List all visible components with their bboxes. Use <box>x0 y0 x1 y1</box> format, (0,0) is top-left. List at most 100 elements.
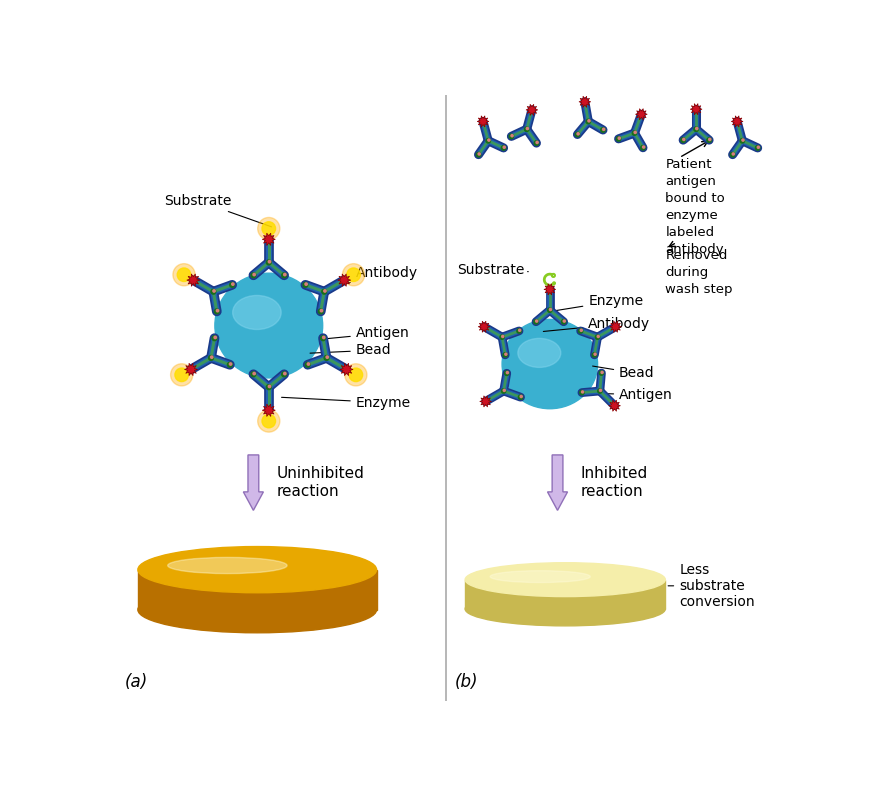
Polygon shape <box>184 363 197 376</box>
Ellipse shape <box>137 547 376 593</box>
Circle shape <box>209 355 213 360</box>
Circle shape <box>501 336 503 337</box>
Circle shape <box>613 325 617 329</box>
Ellipse shape <box>465 563 665 597</box>
Circle shape <box>173 264 195 286</box>
Circle shape <box>177 268 190 281</box>
Circle shape <box>534 141 538 145</box>
Circle shape <box>736 120 738 122</box>
Ellipse shape <box>168 557 287 574</box>
Circle shape <box>618 137 620 139</box>
Text: Enzyme: Enzyme <box>556 294 643 310</box>
Circle shape <box>501 388 505 393</box>
Text: Substrate: Substrate <box>164 194 271 227</box>
Polygon shape <box>337 274 350 286</box>
Circle shape <box>695 128 697 130</box>
Circle shape <box>212 336 216 340</box>
Circle shape <box>502 353 507 357</box>
Circle shape <box>580 329 581 332</box>
Polygon shape <box>340 363 353 376</box>
Polygon shape <box>476 116 488 127</box>
Circle shape <box>326 356 328 359</box>
Circle shape <box>640 113 642 115</box>
Circle shape <box>729 152 734 157</box>
Circle shape <box>682 139 684 140</box>
Polygon shape <box>731 116 742 127</box>
Circle shape <box>477 153 480 155</box>
Circle shape <box>506 371 507 374</box>
Circle shape <box>210 356 213 359</box>
Circle shape <box>266 237 271 242</box>
Circle shape <box>501 146 505 151</box>
Polygon shape <box>608 400 620 411</box>
Circle shape <box>754 146 759 151</box>
Circle shape <box>268 237 270 240</box>
Circle shape <box>266 385 271 389</box>
Circle shape <box>518 329 521 332</box>
Circle shape <box>574 132 579 137</box>
Circle shape <box>483 325 485 327</box>
Circle shape <box>322 289 326 294</box>
Circle shape <box>534 320 538 324</box>
Circle shape <box>535 141 538 143</box>
Circle shape <box>488 139 489 141</box>
Circle shape <box>346 367 348 370</box>
Text: Antibody: Antibody <box>341 266 417 284</box>
Circle shape <box>548 308 551 310</box>
Circle shape <box>740 139 744 143</box>
Circle shape <box>634 132 635 133</box>
Circle shape <box>584 100 586 102</box>
Polygon shape <box>478 322 489 333</box>
Circle shape <box>520 396 521 398</box>
Text: Antibody: Antibody <box>543 317 650 332</box>
Circle shape <box>229 282 235 288</box>
Circle shape <box>732 153 733 155</box>
Ellipse shape <box>465 592 665 626</box>
Circle shape <box>548 288 551 290</box>
Circle shape <box>344 367 348 372</box>
Circle shape <box>321 336 325 340</box>
Polygon shape <box>543 284 555 295</box>
Text: Inhibited
reaction: Inhibited reaction <box>580 466 647 499</box>
Circle shape <box>481 325 486 329</box>
Text: Uninhibited
reaction: Uninhibited reaction <box>276 466 364 499</box>
Circle shape <box>734 119 739 124</box>
Text: Bead: Bead <box>309 344 391 357</box>
Polygon shape <box>634 109 647 120</box>
Circle shape <box>257 410 280 432</box>
Circle shape <box>213 290 215 292</box>
Circle shape <box>600 371 602 374</box>
Circle shape <box>640 146 645 150</box>
Circle shape <box>695 107 697 110</box>
Circle shape <box>307 362 309 365</box>
Circle shape <box>592 353 596 357</box>
Circle shape <box>502 146 505 148</box>
Circle shape <box>304 283 307 285</box>
Circle shape <box>268 408 270 411</box>
Circle shape <box>253 273 255 276</box>
Circle shape <box>504 371 508 375</box>
Circle shape <box>227 362 232 367</box>
Circle shape <box>257 217 280 240</box>
Circle shape <box>552 282 554 284</box>
Circle shape <box>599 389 601 392</box>
Circle shape <box>600 128 605 132</box>
Circle shape <box>547 287 551 292</box>
Circle shape <box>214 309 219 314</box>
Circle shape <box>193 278 195 281</box>
Circle shape <box>599 371 603 375</box>
Circle shape <box>642 146 644 148</box>
Circle shape <box>586 119 590 124</box>
Circle shape <box>262 414 275 428</box>
Circle shape <box>578 329 582 333</box>
Text: Substrate: Substrate <box>457 263 527 277</box>
Circle shape <box>324 355 328 360</box>
Ellipse shape <box>215 273 322 378</box>
Circle shape <box>706 138 711 143</box>
Circle shape <box>614 325 617 327</box>
Circle shape <box>481 119 485 124</box>
Polygon shape <box>526 104 537 116</box>
Circle shape <box>547 308 551 312</box>
Circle shape <box>253 373 255 375</box>
Circle shape <box>756 146 759 148</box>
